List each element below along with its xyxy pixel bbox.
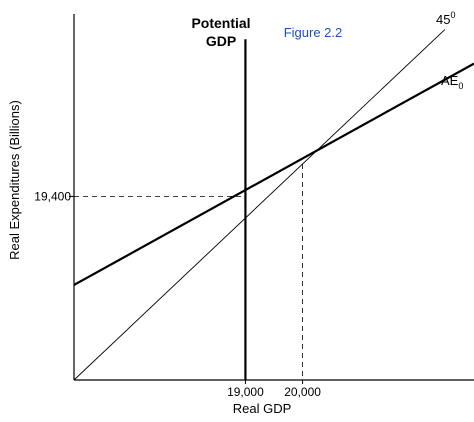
line-ae0-label: AE0 xyxy=(441,73,463,91)
line-ae0 xyxy=(73,62,474,286)
line-ae0-label-base: AE xyxy=(441,73,459,88)
line-45-label-sup: 0 xyxy=(450,10,455,20)
x-tick-label: 20,000 xyxy=(284,385,321,399)
x-axis-title: Real GDP xyxy=(233,401,292,416)
line-45-label-base: 45 xyxy=(436,12,450,27)
x-tick-label: 19,000 xyxy=(227,385,264,399)
figure-label: Figure 2.2 xyxy=(284,25,343,40)
y-tick-label: 19,400 xyxy=(34,189,71,203)
potential-gdp-label-line1: Potential xyxy=(191,15,250,31)
y-axis-title: Real Expenditures (Billions) xyxy=(7,100,22,260)
line-ae0-label-sub: 0 xyxy=(458,81,463,91)
potential-gdp-label-line2: GDP xyxy=(206,33,236,49)
line-45-label: 450 xyxy=(436,10,455,27)
line-45-degree xyxy=(73,29,446,381)
